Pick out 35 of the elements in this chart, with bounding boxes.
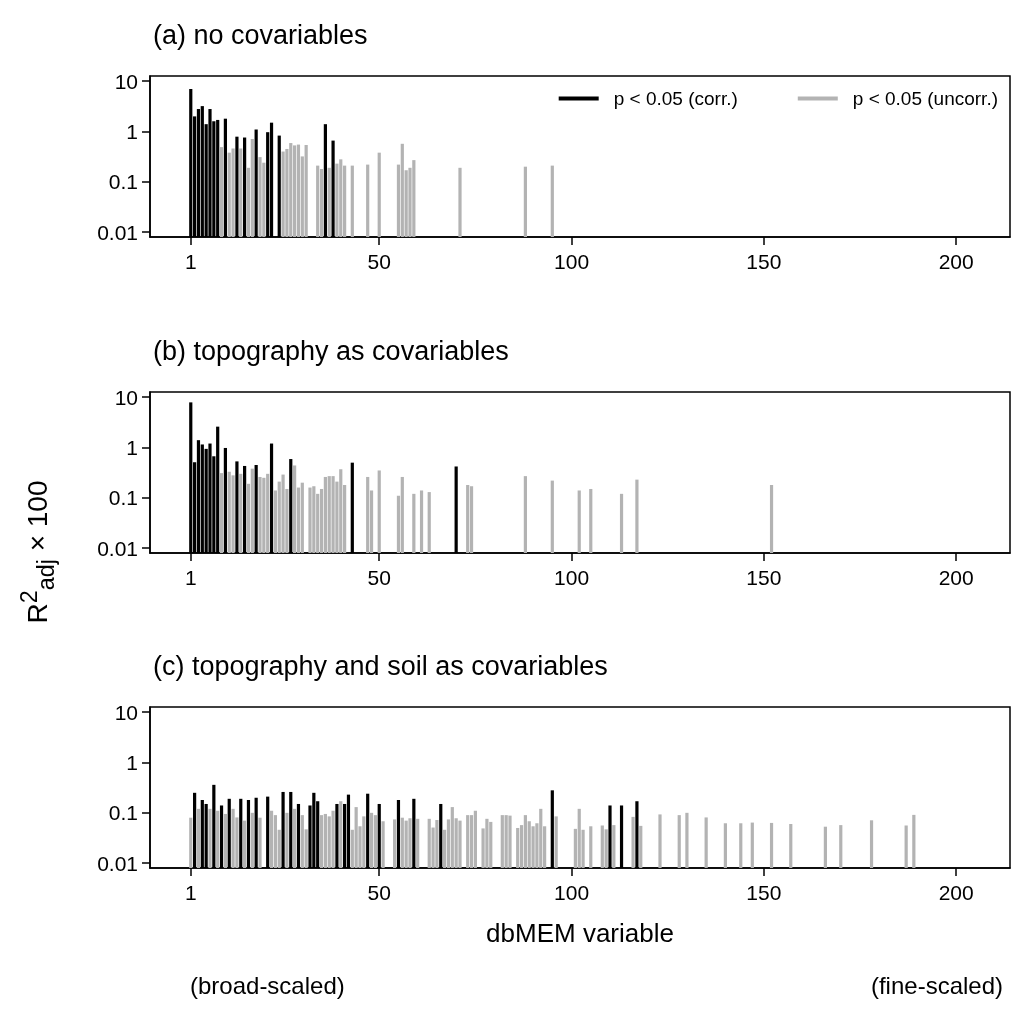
- y-tick-label: 10: [114, 700, 138, 724]
- x-tick-label: 100: [554, 881, 590, 904]
- x-tick-label: 1: [184, 881, 197, 904]
- y-tick-label: 0.1: [108, 170, 138, 194]
- chart-title: (a) no covariables: [153, 19, 368, 50]
- y-tick-label: 1: [126, 120, 138, 144]
- x-tick-label: 150: [746, 881, 782, 904]
- x-tick-label: 50: [367, 250, 391, 273]
- x-tick-label: 150: [746, 566, 782, 589]
- y-tick-label: 0.01: [97, 220, 138, 244]
- y-tick-label: 10: [114, 385, 138, 409]
- x-tick-label: 1: [184, 250, 197, 273]
- x-axis-title: dbMEM variable: [486, 918, 674, 948]
- x-tick-label: 50: [367, 566, 391, 589]
- text: (fine-scaled): [870, 971, 1003, 999]
- y-tick-label: 0.1: [108, 486, 138, 510]
- x-tick-label: 200: [938, 566, 974, 589]
- y-tick-label: 0.01: [97, 851, 138, 875]
- y-tick-label: 1: [126, 751, 138, 775]
- text: (broad-scaled): [190, 971, 345, 999]
- x-tick-label: 200: [938, 250, 974, 273]
- legend-label: p < 0.05 (corr.): [613, 88, 738, 109]
- x-tick-label: 100: [554, 250, 590, 273]
- x-tick-label: 100: [554, 566, 590, 589]
- x-tick-label: 200: [938, 881, 974, 904]
- x-tick-label: 50: [367, 881, 391, 904]
- x-tick-label: 1: [184, 566, 197, 589]
- chart-title: (b) topography as covariables: [153, 335, 509, 366]
- x-tick-label: 150: [746, 250, 782, 273]
- y-tick-label: 10: [114, 69, 138, 93]
- legend-label: p < 0.05 (uncorr.): [852, 88, 998, 109]
- y-tick-label: 1: [126, 436, 138, 460]
- y-tick-label: 0.01: [97, 536, 138, 560]
- y-tick-label: 0.1: [108, 801, 138, 825]
- chart-title: (c) topography and soil as covariables: [153, 650, 608, 681]
